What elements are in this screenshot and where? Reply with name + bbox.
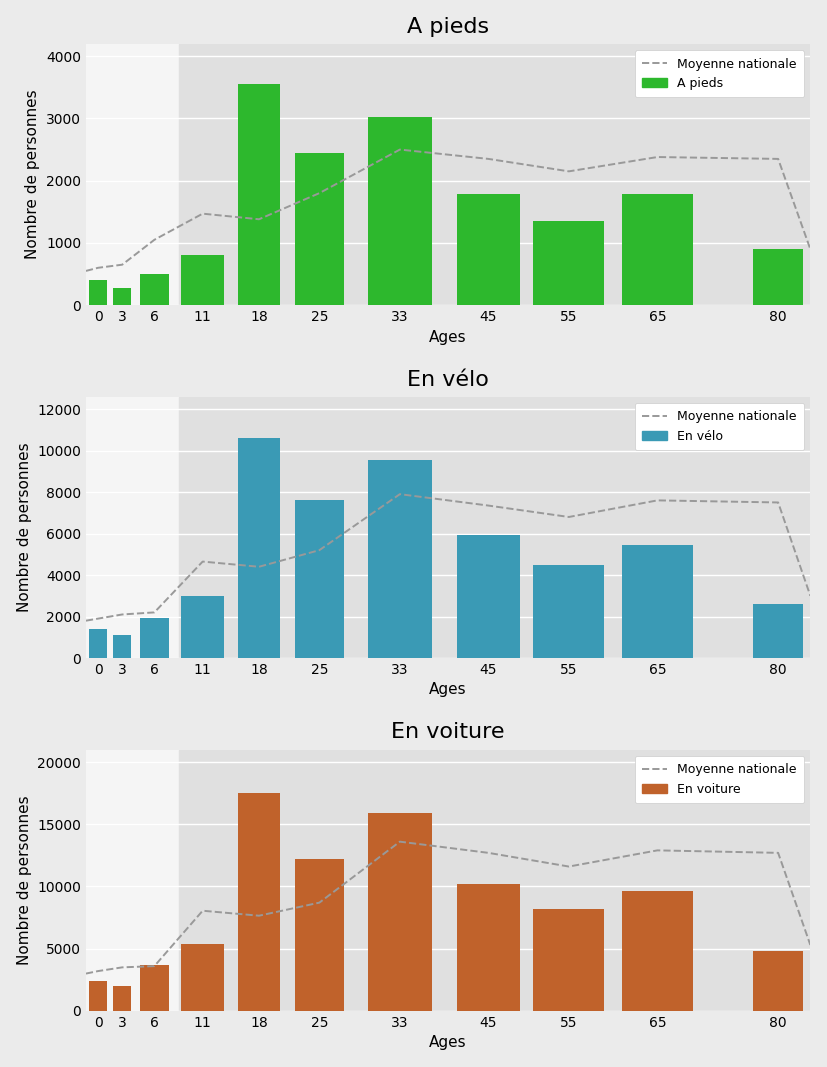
Bar: [141, 618, 169, 658]
Bar: [237, 793, 280, 1010]
Bar: [294, 500, 344, 658]
Bar: [141, 965, 169, 1010]
X-axis label: Ages: Ages: [429, 330, 467, 345]
X-axis label: Ages: Ages: [429, 683, 467, 698]
Bar: [753, 249, 803, 305]
Y-axis label: Nombre de personnes: Nombre de personnes: [17, 443, 31, 612]
Bar: [89, 981, 107, 1010]
Bar: [368, 813, 432, 1010]
Bar: [753, 951, 803, 1010]
Y-axis label: Nombre de personnes: Nombre de personnes: [26, 90, 41, 259]
Title: En vélo: En vélo: [407, 369, 489, 389]
Bar: [89, 628, 107, 658]
Bar: [622, 194, 693, 305]
Bar: [113, 635, 131, 658]
Bar: [294, 859, 344, 1010]
Bar: [179, 397, 826, 658]
Bar: [622, 891, 693, 1010]
Bar: [368, 117, 432, 305]
Bar: [533, 909, 605, 1010]
Bar: [457, 883, 520, 1010]
Title: A pieds: A pieds: [407, 17, 490, 36]
Bar: [533, 221, 605, 305]
Legend: Moyenne nationale, En vélo: Moyenne nationale, En vélo: [634, 403, 804, 450]
Bar: [179, 749, 826, 1010]
Bar: [237, 439, 280, 658]
Legend: Moyenne nationale, A pieds: Moyenne nationale, A pieds: [634, 50, 804, 97]
Bar: [457, 535, 520, 658]
Bar: [89, 281, 107, 305]
Title: En voiture: En voiture: [391, 722, 505, 743]
Bar: [179, 44, 826, 305]
X-axis label: Ages: Ages: [429, 1035, 467, 1050]
Bar: [294, 153, 344, 305]
Bar: [181, 255, 224, 305]
Bar: [753, 604, 803, 658]
Bar: [113, 288, 131, 305]
Bar: [181, 595, 224, 658]
Bar: [237, 84, 280, 305]
Bar: [113, 986, 131, 1010]
Bar: [533, 564, 605, 658]
Y-axis label: Nombre de personnes: Nombre de personnes: [17, 795, 31, 965]
Legend: Moyenne nationale, En voiture: Moyenne nationale, En voiture: [634, 755, 804, 803]
Bar: [368, 460, 432, 658]
Bar: [457, 194, 520, 305]
Bar: [622, 545, 693, 658]
Bar: [181, 943, 224, 1010]
Bar: [141, 274, 169, 305]
